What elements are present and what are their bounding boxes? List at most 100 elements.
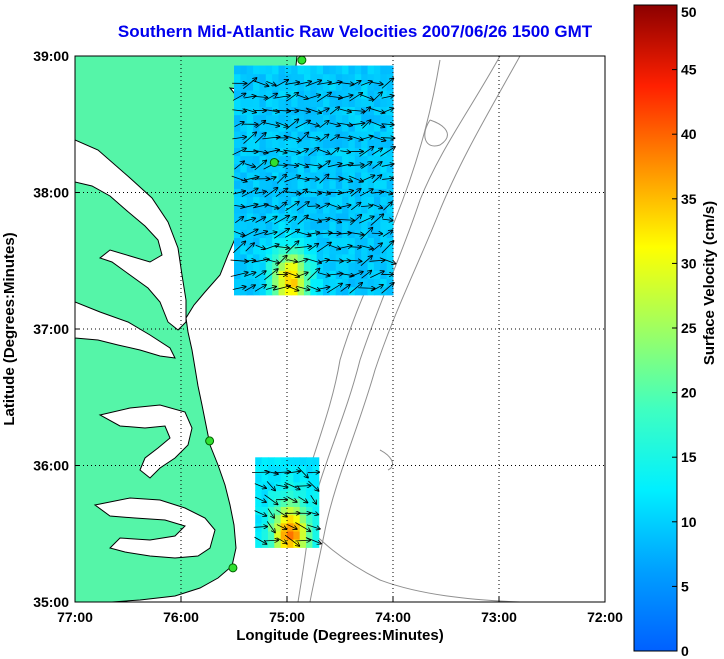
velocity-cell [293,514,301,524]
velocity-cell [297,65,305,75]
velocity-cell [342,163,349,173]
velocity-cell [234,81,241,91]
velocity-cell [297,98,305,108]
velocity-arrow [318,191,330,194]
velocity-cell [367,204,375,214]
velocity-cell [348,81,356,91]
velocity-arrow [308,148,319,156]
velocity-cell [386,180,394,189]
velocity-cell [291,139,299,148]
velocity-arrow [297,149,309,155]
velocity-cell [234,163,241,173]
velocity-cell [354,65,362,75]
velocity-cell [316,262,324,271]
velocity-cell [259,237,267,247]
velocity-arrow [265,287,276,290]
velocity-cell [303,221,311,230]
velocity-arrow [287,524,297,529]
velocity-cell [303,180,311,189]
velocity-cell [253,196,260,206]
velocity-arrow [265,216,277,224]
y-tick-label: 39:00 [33,48,69,64]
velocity-arrow [274,229,289,239]
velocity-arrow [284,192,300,194]
velocity-cell [259,73,267,83]
velocity-arrow [243,108,256,113]
velocity-arrow [245,243,254,252]
velocity-cell [342,212,349,222]
velocity-cell [246,131,254,140]
velocity-arrow [350,215,361,226]
velocity-cell [361,155,369,165]
velocity-cell [291,196,299,206]
velocity-arrow [371,82,382,84]
velocity-cell [234,253,241,263]
x-tick-label: 74:00 [375,609,411,625]
velocity-cell [342,90,349,99]
velocity-arrow [381,283,394,294]
velocity-cell [323,245,330,255]
velocity-cell [234,131,241,140]
velocity-cell [253,188,260,198]
velocity-cell [278,122,286,132]
velocity-cell [335,278,343,288]
velocity-cell [303,122,311,132]
velocity-cell [348,262,356,271]
velocity-cell [280,531,288,540]
velocity-cell [373,114,381,124]
velocity-cell [284,253,292,263]
velocity-cell [297,106,305,116]
velocity-cell [291,163,299,173]
velocity-cell [310,286,318,296]
velocity-cell [329,147,337,157]
velocity-cell [265,73,273,83]
velocity-cell [267,539,275,548]
velocity-cell [354,270,362,279]
velocity-arrow [234,122,244,127]
velocity-arrow [241,229,258,238]
velocity-cell [310,98,318,108]
velocity-cell [316,180,324,189]
velocity-cell [386,163,394,173]
velocity-cell [246,155,254,165]
velocity-cell [297,73,305,83]
velocity-cell [253,221,260,230]
velocity-cell [373,253,381,263]
velocity-cell [259,180,267,189]
velocity-cell [354,114,362,124]
velocity-cell [386,81,394,91]
velocity-arrow [337,95,353,100]
velocity-cell [303,253,311,263]
velocity-arrow [361,162,371,169]
velocity-cell [299,473,307,483]
velocity-arrow [327,96,342,98]
velocity-cell [348,131,356,140]
colorbar-tick-label: 25 [681,320,697,336]
velocity-arrow [285,119,298,130]
velocity-cell [240,221,248,230]
velocity-arrow [276,174,286,184]
velocity-arrow [371,92,382,103]
velocity-arrow [297,273,308,277]
velocity-cell [354,122,362,132]
velocity-arrow [262,137,279,139]
velocity-cell [293,465,301,475]
velocity-cell [284,196,292,206]
velocity-cell [291,65,299,75]
velocity-cell [342,139,349,148]
velocity-arrow [241,188,258,197]
velocity-cell [253,114,260,124]
velocity-arrow [330,135,339,142]
velocity-arrow [381,124,393,125]
velocity-cell [329,155,337,165]
velocity-cell [291,229,299,239]
velocity-cell [329,237,337,247]
velocity-cell [291,212,299,222]
velocity-cell [246,196,254,206]
velocity-cell [361,139,369,148]
velocity-cell [297,237,305,247]
chart-title: Southern Mid-Atlantic Raw Velocities 200… [117,22,593,41]
velocity-arrow [305,107,321,113]
velocity-arrow [306,285,320,291]
velocity-cell [303,98,311,108]
